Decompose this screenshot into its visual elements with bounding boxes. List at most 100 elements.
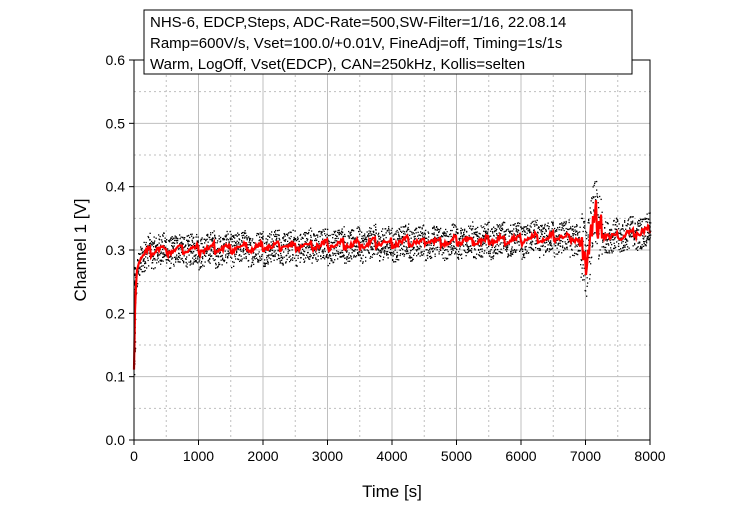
raw-point	[139, 274, 141, 276]
raw-point	[240, 250, 242, 252]
raw-point	[494, 227, 496, 230]
raw-point	[648, 238, 650, 241]
raw-point	[250, 265, 252, 268]
raw-point	[629, 224, 631, 226]
raw-point	[564, 248, 566, 250]
raw-point	[161, 241, 163, 243]
raw-point	[587, 236, 589, 238]
raw-point	[455, 251, 457, 253]
raw-point	[496, 252, 498, 254]
raw-point	[215, 237, 217, 240]
raw-point	[490, 230, 492, 232]
raw-point	[275, 239, 277, 241]
raw-point	[347, 257, 349, 260]
raw-point	[228, 241, 230, 243]
raw-point	[193, 261, 195, 263]
raw-point	[188, 254, 190, 256]
raw-point	[142, 251, 144, 254]
raw-point	[593, 233, 595, 235]
raw-point	[140, 253, 142, 255]
raw-point	[372, 254, 374, 256]
raw-point	[174, 242, 176, 245]
raw-point	[495, 230, 497, 232]
raw-point	[421, 227, 423, 229]
raw-point	[496, 243, 498, 246]
raw-point	[178, 261, 180, 263]
raw-point	[386, 253, 388, 255]
raw-point	[501, 252, 503, 254]
raw-point	[414, 237, 416, 240]
raw-point	[363, 243, 365, 245]
raw-point	[358, 251, 360, 253]
raw-point	[646, 217, 648, 220]
raw-point	[471, 251, 473, 253]
raw-point	[411, 259, 413, 262]
raw-point	[561, 222, 563, 224]
raw-point	[605, 246, 607, 249]
raw-point	[378, 232, 380, 234]
raw-point	[229, 230, 231, 233]
raw-point	[576, 245, 578, 248]
raw-point	[256, 257, 258, 259]
raw-point	[329, 254, 331, 256]
raw-point	[573, 241, 575, 243]
raw-point	[266, 255, 268, 257]
raw-point	[337, 251, 339, 253]
raw-point	[281, 259, 283, 261]
raw-point	[500, 225, 502, 227]
raw-point	[192, 257, 194, 259]
raw-point	[552, 222, 554, 224]
raw-point	[546, 249, 548, 251]
raw-point	[474, 228, 476, 231]
raw-point	[421, 228, 423, 230]
raw-point	[251, 240, 253, 242]
raw-point	[622, 225, 624, 227]
raw-point	[268, 257, 270, 259]
raw-point	[230, 233, 232, 236]
raw-point	[282, 263, 284, 265]
raw-point	[498, 245, 500, 247]
raw-point	[249, 243, 251, 245]
raw-point	[596, 193, 598, 195]
raw-point	[450, 229, 452, 232]
raw-point	[303, 261, 305, 264]
raw-point	[252, 256, 254, 258]
raw-point	[299, 252, 301, 255]
raw-point	[473, 256, 475, 258]
raw-point	[184, 246, 186, 248]
raw-point	[351, 252, 353, 254]
raw-point	[185, 265, 187, 267]
raw-point	[187, 243, 189, 245]
raw-point	[146, 267, 148, 269]
raw-point	[331, 260, 333, 262]
raw-point	[448, 235, 450, 238]
raw-point	[242, 250, 244, 252]
raw-point	[389, 232, 391, 235]
raw-point	[359, 228, 361, 230]
raw-point	[233, 240, 235, 243]
raw-point	[398, 235, 400, 237]
raw-point	[385, 247, 387, 249]
raw-point	[434, 236, 436, 238]
raw-point	[144, 266, 146, 269]
raw-point	[489, 255, 491, 257]
raw-point	[534, 243, 536, 245]
raw-point	[392, 258, 394, 261]
raw-point	[297, 257, 299, 259]
raw-point	[506, 250, 508, 252]
title-line-3: Warm, LogOff, Vset(EDCP), CAN=250kHz, Ko…	[150, 56, 525, 73]
raw-point	[271, 231, 273, 233]
raw-point	[169, 260, 171, 262]
raw-point	[463, 245, 465, 247]
raw-point	[433, 225, 435, 227]
raw-point	[548, 240, 550, 242]
raw-point	[418, 252, 420, 254]
raw-point	[485, 231, 487, 234]
raw-point	[394, 249, 396, 251]
raw-point	[170, 262, 172, 264]
raw-point	[624, 244, 626, 246]
raw-point	[590, 263, 592, 265]
raw-point	[177, 258, 179, 261]
title-line-2: Ramp=600V/s, Vset=100.0/+0.01V, FineAdj=…	[150, 35, 562, 52]
raw-point	[427, 257, 429, 259]
